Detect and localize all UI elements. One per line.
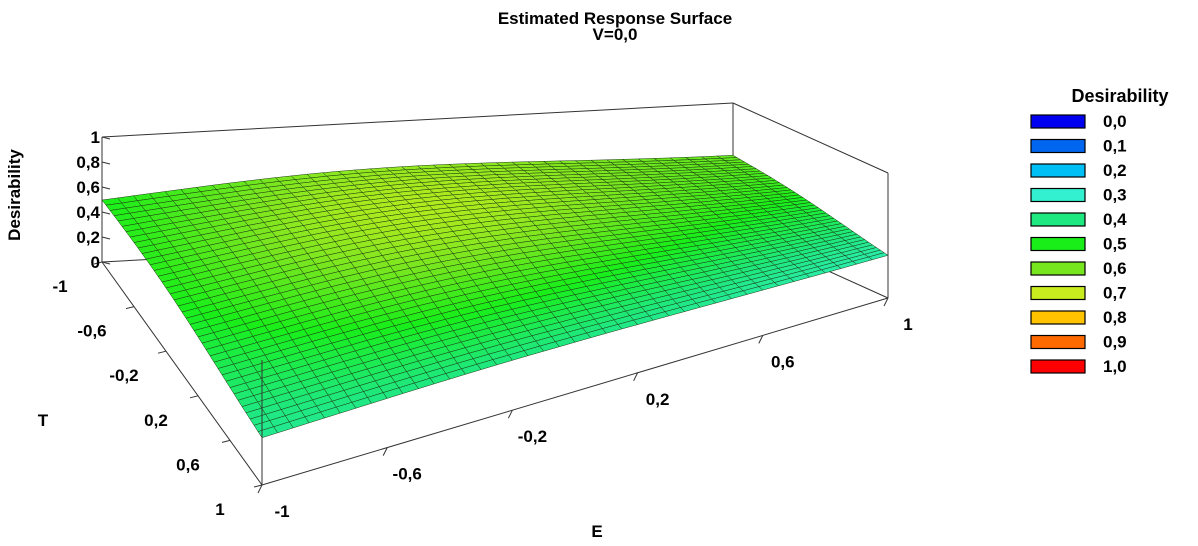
t-tick-mark bbox=[125, 306, 135, 310]
legend-label: 0,0 bbox=[1103, 112, 1127, 131]
legend-label: 0,1 bbox=[1103, 137, 1127, 156]
e-tick-mark bbox=[257, 484, 263, 494]
e-tick-label: 1 bbox=[903, 315, 912, 334]
z-tick-mark bbox=[101, 236, 111, 240]
legend-swatch bbox=[1030, 163, 1086, 178]
legend-swatch bbox=[1030, 261, 1086, 276]
t-tick-label: 0,6 bbox=[176, 455, 200, 474]
z-tick-label: 0,4 bbox=[76, 203, 100, 222]
z-tick-mark bbox=[101, 136, 111, 140]
e-axis-title: E bbox=[591, 522, 602, 541]
z-tick-mark bbox=[101, 186, 111, 190]
response-surface bbox=[101, 155, 889, 438]
legend-label: 0,5 bbox=[1103, 235, 1127, 254]
z-tick-mark bbox=[101, 211, 111, 215]
e-tick-label: 0,6 bbox=[771, 352, 795, 371]
legend-label: 0,2 bbox=[1103, 161, 1127, 180]
t-tick-label: -0,6 bbox=[77, 322, 106, 341]
chart-subtitle: V=0,0 bbox=[593, 25, 638, 44]
legend-swatch bbox=[1030, 285, 1086, 301]
t-tick-mark bbox=[157, 350, 167, 354]
legend-label: 0,4 bbox=[1103, 210, 1127, 229]
box-edge bbox=[732, 102, 889, 174]
legend-swatch bbox=[1030, 334, 1086, 350]
t-tick-mark bbox=[253, 484, 263, 488]
bounding-box-front bbox=[261, 173, 889, 486]
legend-label: 0,7 bbox=[1103, 284, 1127, 303]
box-edge bbox=[261, 297, 889, 486]
box-edge bbox=[101, 261, 263, 486]
z-tick-mark bbox=[101, 161, 111, 165]
t-tick-label: -1 bbox=[52, 277, 67, 296]
z-tick-label: 0 bbox=[91, 253, 100, 272]
legend-label: 0,6 bbox=[1103, 259, 1127, 278]
legend-swatch bbox=[1030, 359, 1086, 374]
e-tick-mark bbox=[382, 447, 388, 456]
z-tick-label: 0,8 bbox=[76, 153, 100, 172]
e-tick-label: -1 bbox=[274, 502, 289, 521]
z-tick-label: 0,2 bbox=[76, 228, 100, 247]
e-tick-label: 0,2 bbox=[646, 390, 670, 409]
axis-ticks: -1 -0,6 -0,2 0,2 0,6 1 -1 -0,6 -0,2 0,2 0,6 1 0 0,2 0,… bbox=[52, 128, 912, 521]
legend-title: Desirability bbox=[1071, 86, 1168, 106]
legend-swatch bbox=[1030, 187, 1086, 203]
legend-label: 1,0 bbox=[1103, 357, 1127, 376]
legend-swatch bbox=[1030, 236, 1086, 252]
e-tick-mark bbox=[633, 372, 639, 382]
legend-label: 0,9 bbox=[1103, 333, 1127, 352]
legend-swatch bbox=[1030, 114, 1086, 129]
e-tick-label: -0,6 bbox=[393, 465, 422, 484]
t-tick-label: 1 bbox=[215, 500, 224, 519]
t-tick-label: -0,2 bbox=[109, 366, 138, 385]
t-tick-mark bbox=[93, 261, 103, 265]
t-axis-title: T bbox=[38, 411, 49, 430]
t-tick-mark bbox=[189, 395, 199, 399]
z-axis-title: Desirability bbox=[5, 149, 24, 241]
t-tick-label: 0,2 bbox=[144, 411, 168, 430]
e-tick-mark bbox=[507, 409, 513, 419]
t-tick-mark bbox=[221, 439, 231, 443]
legend-swatch bbox=[1030, 212, 1086, 227]
e-tick-label: -0,2 bbox=[518, 427, 547, 446]
box-edge bbox=[101, 102, 734, 138]
legend-swatch bbox=[1030, 138, 1086, 154]
e-tick-mark bbox=[758, 335, 764, 344]
legend-label: 0,3 bbox=[1103, 186, 1127, 205]
z-tick-mark bbox=[101, 261, 111, 265]
legend-swatch bbox=[1030, 310, 1086, 325]
legend: 0,0 0,1 0,2 0,3 0,4 0,5 0,6 0,7 0,8 0,9 1,0 bbox=[1030, 112, 1127, 376]
chart-title: Estimated Response Surface bbox=[498, 9, 732, 28]
e-tick-mark bbox=[883, 297, 889, 307]
z-tick-label: 0,6 bbox=[76, 178, 100, 197]
z-tick-label: 1 bbox=[91, 128, 100, 147]
legend-label: 0,8 bbox=[1103, 308, 1127, 327]
